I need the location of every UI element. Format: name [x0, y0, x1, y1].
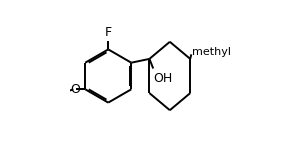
Text: O: O: [70, 83, 80, 96]
Text: methyl: methyl: [192, 47, 231, 57]
Text: OH: OH: [154, 72, 173, 85]
Text: F: F: [105, 26, 112, 39]
